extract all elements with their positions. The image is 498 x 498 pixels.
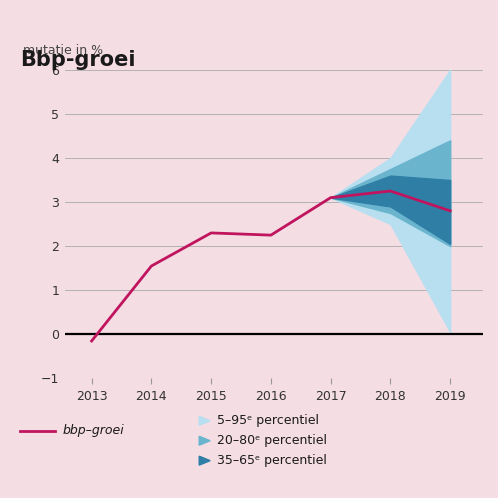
- Text: 35–65ᵉ percentiel: 35–65ᵉ percentiel: [217, 454, 327, 467]
- Text: 5–95ᵉ percentiel: 5–95ᵉ percentiel: [217, 414, 319, 427]
- Text: mutatie in %: mutatie in %: [23, 44, 103, 57]
- Text: 20–80ᵉ percentiel: 20–80ᵉ percentiel: [217, 434, 327, 447]
- Text: Bbp-groei: Bbp-groei: [20, 50, 135, 70]
- Text: bbp–groei: bbp–groei: [62, 424, 124, 437]
